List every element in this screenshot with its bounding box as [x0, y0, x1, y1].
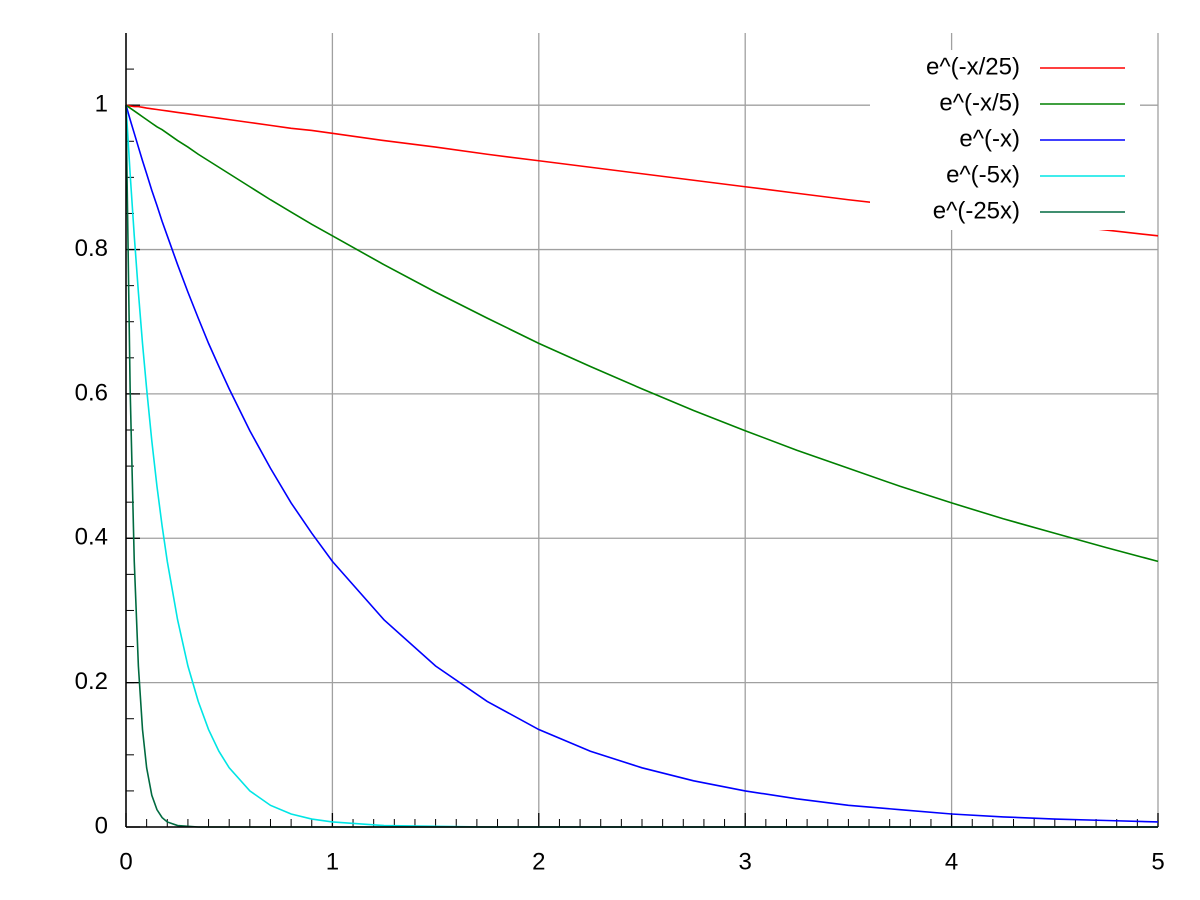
y-tick-label: 0.2 [75, 668, 108, 695]
series-line [125, 104, 1159, 823]
legend-label: e^(-x/25) [926, 53, 1020, 80]
series-line [125, 104, 1159, 563]
y-tick-label: 0.8 [75, 235, 108, 262]
y-tick-label: 1 [95, 91, 108, 118]
legend: e^(-x/25) e^(-x/5) e^(-x) e^(-5x) e^(-25x) [870, 50, 1140, 230]
legend-label: e^(-x) [959, 125, 1020, 152]
series-line [125, 104, 1159, 237]
legend-label: e^(-5x) [946, 161, 1020, 188]
legend-label: e^(-x/5) [939, 89, 1020, 116]
x-tick-label: 1 [326, 848, 339, 875]
x-tick-label: 3 [739, 848, 752, 875]
x-tick-label: 0 [119, 848, 132, 875]
x-tick-label: 5 [1151, 848, 1164, 875]
legend-label: e^(-25x) [933, 197, 1020, 224]
y-tick-label: 0.6 [75, 379, 108, 406]
x-tick-label: 4 [945, 848, 958, 875]
x-tick-label: 2 [532, 848, 545, 875]
y-tick-label: 0.4 [75, 524, 108, 551]
y-tick-label: 0 [95, 812, 108, 839]
